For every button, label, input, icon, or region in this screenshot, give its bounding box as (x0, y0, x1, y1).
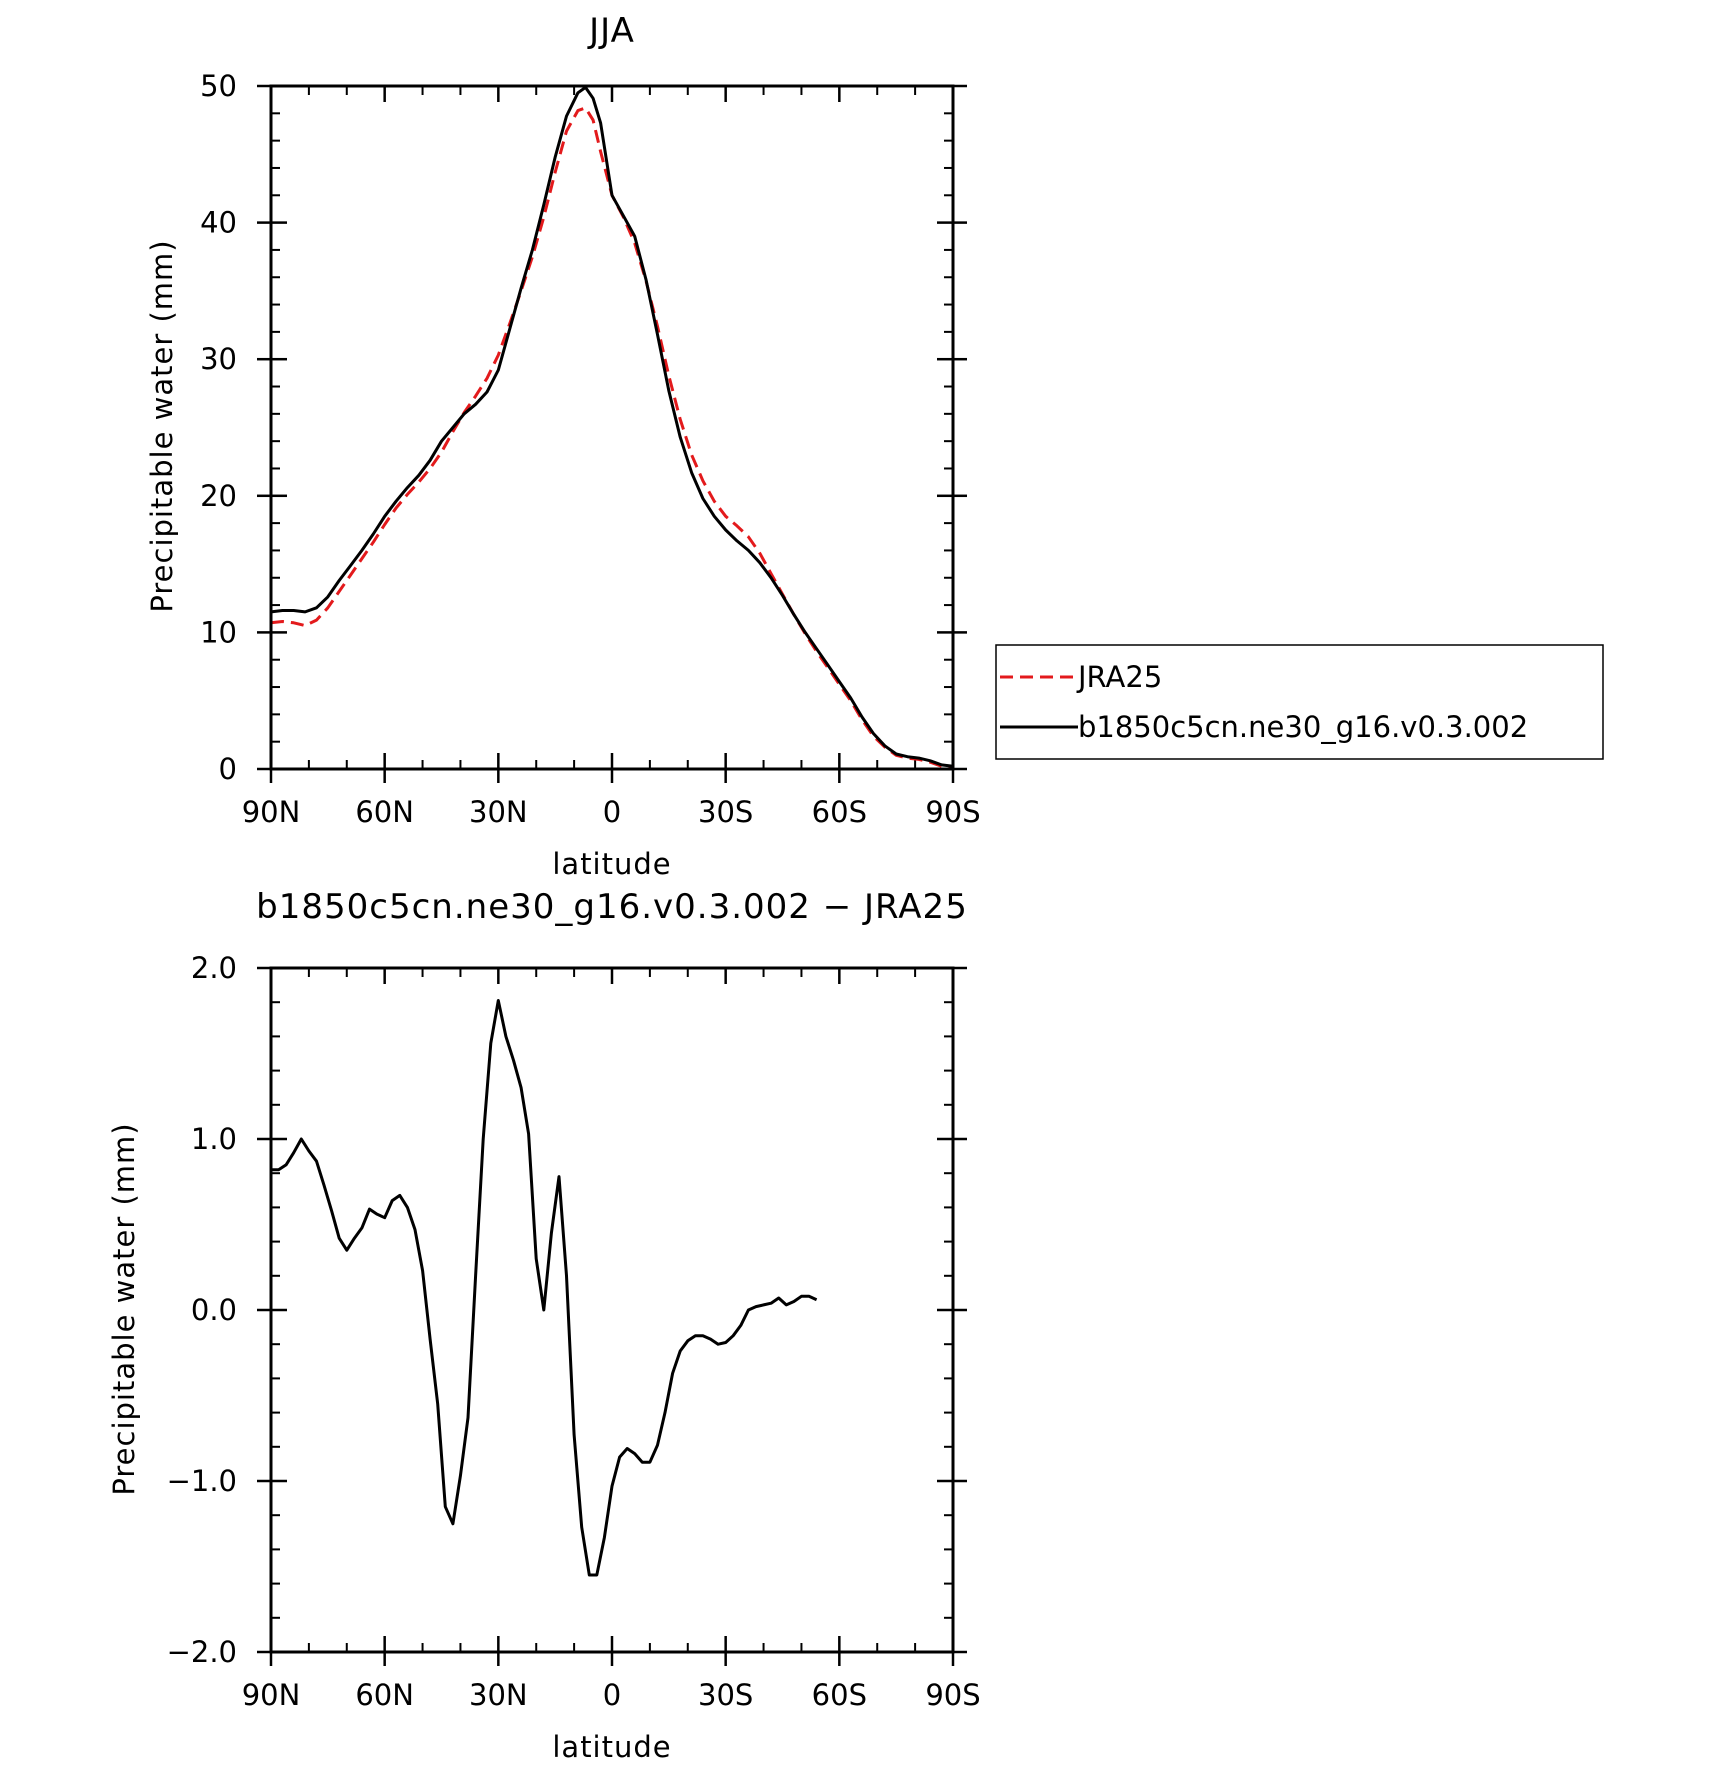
y-tick-label: −1.0 (167, 1464, 237, 1498)
bottom-panel: b1850c5cn.ne30_g16.v0.3.002 − JRA25 Prec… (107, 887, 981, 1764)
x-tick-label: 60S (812, 795, 867, 829)
x-tick-label: 60N (355, 795, 414, 829)
x-tick-label: 30N (469, 1678, 528, 1712)
top-axes: 90N 60N 30N 0 30S 60S 90S 0 10 20 30 40 50 (200, 69, 981, 829)
x-tick-label: 30N (469, 795, 528, 829)
y-tick-label: 40 (200, 206, 237, 240)
series-line-b1850c5cn-ne30-g16-v0-3-002 (270, 85, 954, 768)
top-x-axis-label: latitude (552, 847, 671, 881)
series-line-jra25 (270, 106, 954, 770)
y-tick-label: 10 (200, 615, 237, 649)
x-tick-label: 90S (925, 1678, 980, 1712)
top-series-lines (270, 85, 954, 770)
y-tick-label: 30 (200, 342, 237, 376)
top-chart-title: JJA (587, 11, 635, 51)
bottom-series-lines (271, 999, 818, 1577)
y-tick-label: 20 (200, 479, 237, 513)
bottom-x-axis-label: latitude (552, 1730, 671, 1764)
x-tick-label: 30S (698, 1678, 753, 1712)
y-tick-label: 2.0 (191, 951, 237, 985)
bottom-axes: 90N 60N 30N 0 30S 60S 90S −2.0 −1.0 0.0 1.0 2.0 (167, 951, 981, 1712)
legend-box (995, 644, 1604, 760)
difference-series-line (271, 999, 818, 1577)
x-tick-label: 0 (603, 795, 621, 829)
x-tick-label: 0 (603, 1678, 621, 1712)
bottom-y-axis-label: Precipitable water (mm) (107, 1122, 141, 1495)
y-tick-label: 0 (219, 752, 237, 786)
top-panel: JJA Precipitable water (mm) latitude 90N… (145, 11, 981, 881)
y-tick-label: 1.0 (191, 1122, 237, 1156)
top-y-axis-label: Precipitable water (mm) (145, 239, 179, 612)
bottom-chart-title: b1850c5cn.ne30_g16.v0.3.002 − JRA25 (256, 887, 968, 927)
x-tick-label: 60S (812, 1678, 867, 1712)
x-tick-label: 30S (698, 795, 753, 829)
y-tick-label: 0.0 (191, 1293, 237, 1327)
x-tick-label: 60N (355, 1678, 414, 1712)
bottom-plot-frame (269, 966, 955, 1654)
legend-label-jra25: JRA25 (1076, 660, 1162, 694)
x-tick-label: 90S (925, 795, 980, 829)
y-tick-label: −2.0 (167, 1635, 237, 1669)
x-tick-label: 90N (242, 795, 301, 829)
top-plot-frame (269, 84, 955, 771)
y-tick-label: 50 (200, 69, 237, 103)
x-tick-label: 90N (242, 1678, 301, 1712)
legend: JRA25 b1850c5cn.ne30_g16.v0.3.002 (995, 644, 1604, 760)
legend-label-model: b1850c5cn.ne30_g16.v0.3.002 (1078, 710, 1528, 744)
